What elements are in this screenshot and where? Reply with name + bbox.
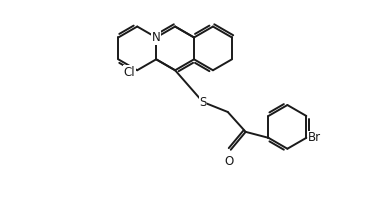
Text: N: N: [152, 31, 161, 44]
Text: S: S: [199, 95, 207, 109]
Text: O: O: [224, 155, 233, 168]
Text: Cl: Cl: [124, 66, 135, 79]
Text: Br: Br: [308, 131, 321, 144]
